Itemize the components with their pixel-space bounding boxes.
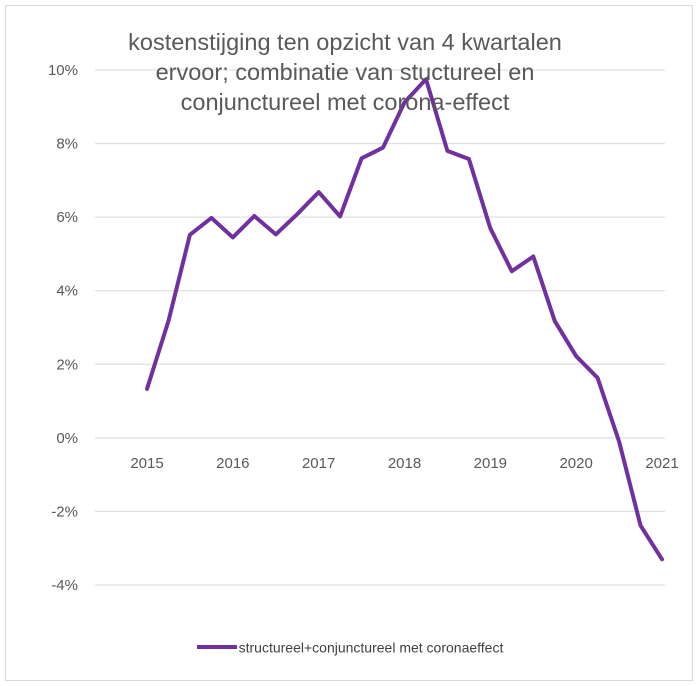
x-tick-label: 2018	[388, 455, 421, 472]
y-tick-label: -4%	[51, 577, 78, 594]
series-group	[145, 77, 664, 562]
legend-label: structureel+conjunctureel met coronaeffe…	[238, 639, 504, 656]
x-tick-label: 2016	[216, 455, 249, 472]
x-tick-label: 2019	[474, 455, 507, 472]
gridlines	[95, 69, 665, 586]
y-tick-label: 4%	[56, 283, 78, 300]
x-axis-tick-labels: 2015 2016 2017 2018 2019 2020 2021	[130, 455, 678, 472]
y-tick-label: 6%	[56, 209, 78, 226]
chart-title-line-3: conjunctureel met corona-effect	[180, 89, 510, 115]
y-tick-label: 8%	[56, 136, 78, 153]
x-tick-label: 2015	[130, 455, 163, 472]
x-tick-label: 2021	[645, 455, 678, 472]
y-tick-label: 10%	[48, 62, 78, 79]
y-tick-label: -2%	[51, 503, 78, 520]
chart-title-line-1: kostenstijging ten opzicht van 4 kwartal…	[128, 29, 562, 55]
legend: structureel+conjunctureel met coronaeffe…	[0, 638, 700, 655]
chart-title: kostenstijging ten opzicht van 4 kwartal…	[0, 27, 690, 117]
x-tick-label: 2020	[559, 455, 592, 472]
chart-title-line-2: ervoor; combinatie van stuctureel en	[155, 59, 535, 85]
y-tick-label: 0%	[56, 430, 78, 447]
chart-frame	[5, 5, 693, 681]
x-tick-label: 2017	[302, 455, 335, 472]
y-tick-label: 2%	[56, 356, 78, 373]
y-axis-tick-labels: -4% -2% 0% 2% 4% 6% 8% 10%	[48, 62, 78, 594]
series-line	[145, 77, 664, 562]
legend-swatch	[196, 645, 237, 650]
